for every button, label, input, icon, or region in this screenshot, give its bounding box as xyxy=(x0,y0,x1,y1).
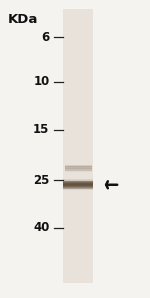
Bar xyxy=(64,169,92,170)
Text: 6: 6 xyxy=(41,31,50,44)
Bar xyxy=(63,186,93,188)
Bar xyxy=(64,165,92,166)
Bar xyxy=(63,188,93,190)
Bar xyxy=(64,169,92,170)
Bar xyxy=(64,165,92,166)
Text: 40: 40 xyxy=(33,221,50,235)
Bar xyxy=(63,179,93,180)
Bar xyxy=(63,189,93,190)
Bar xyxy=(63,187,93,189)
Bar xyxy=(64,167,92,168)
Bar xyxy=(64,170,92,171)
Text: 25: 25 xyxy=(33,174,50,187)
Bar xyxy=(63,185,93,187)
Bar xyxy=(63,182,93,184)
Bar xyxy=(63,181,93,183)
Bar xyxy=(64,167,92,168)
Bar xyxy=(64,166,92,167)
Text: 15: 15 xyxy=(33,123,50,136)
Bar xyxy=(63,9,93,283)
Bar xyxy=(64,171,92,172)
Text: KDa: KDa xyxy=(8,13,38,27)
Bar xyxy=(63,180,93,181)
Bar xyxy=(63,183,93,185)
Text: 10: 10 xyxy=(33,75,50,89)
Bar xyxy=(63,184,93,186)
Bar xyxy=(63,181,93,182)
Bar xyxy=(64,168,92,169)
